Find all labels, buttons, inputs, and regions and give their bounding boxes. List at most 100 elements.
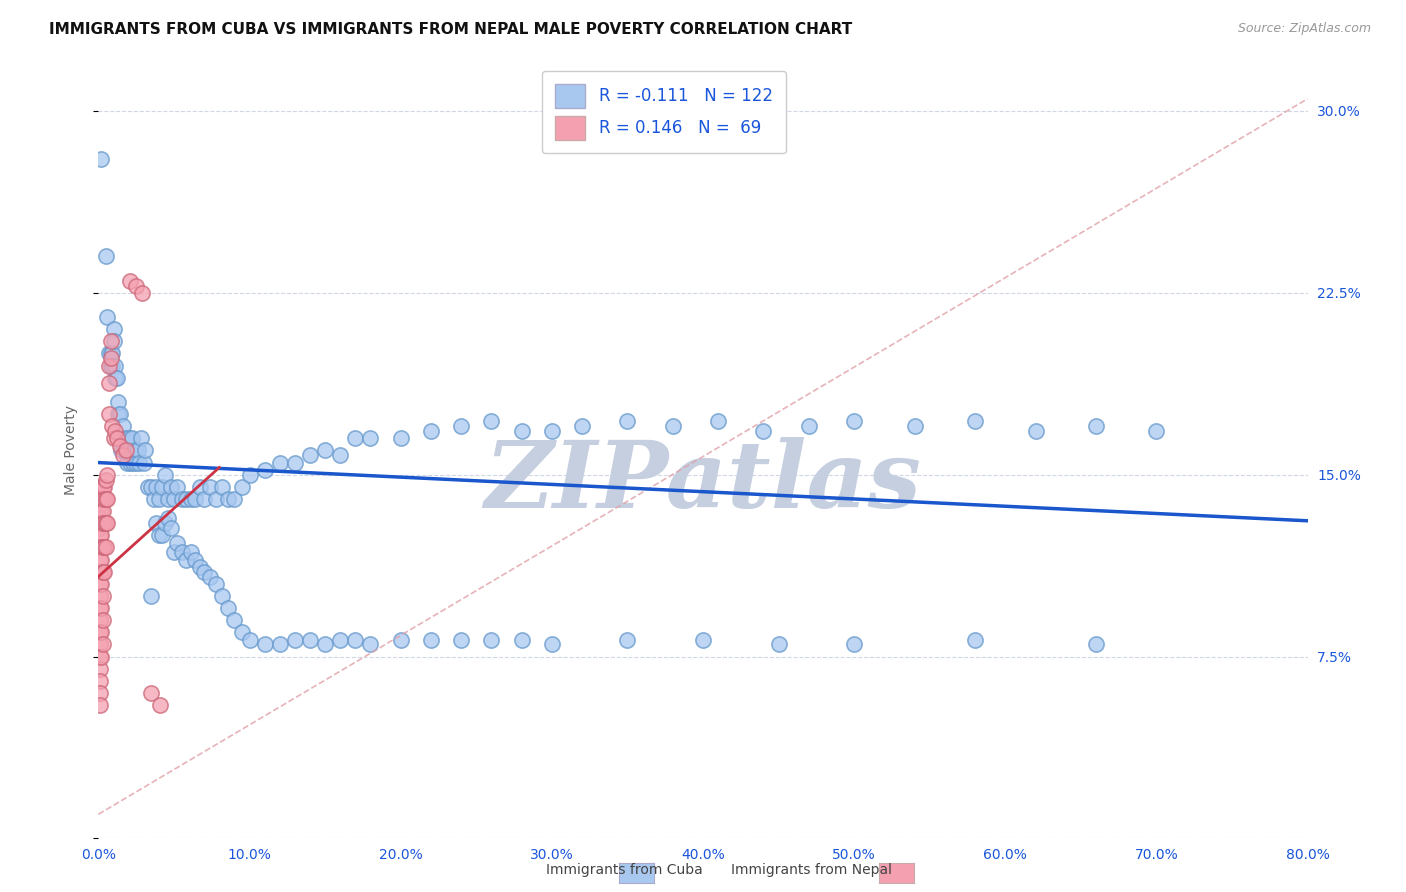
Point <box>314 443 336 458</box>
Point <box>616 632 638 647</box>
Text: Immigrants from Cuba: Immigrants from Cuba <box>547 863 703 877</box>
Point <box>96 467 118 482</box>
Point <box>94 541 117 555</box>
Point <box>299 448 322 462</box>
Point <box>100 334 122 349</box>
Point <box>96 310 118 324</box>
Point <box>253 463 276 477</box>
Point <box>89 565 111 579</box>
Point <box>389 632 412 647</box>
Point <box>314 637 336 651</box>
Text: Immigrants from Nepal: Immigrants from Nepal <box>731 863 893 877</box>
Point <box>114 443 136 458</box>
Point <box>184 491 207 506</box>
Point <box>93 480 115 494</box>
Point <box>98 359 121 373</box>
Point <box>110 431 132 445</box>
Point <box>1085 419 1108 434</box>
Point <box>89 497 111 511</box>
Point <box>111 448 134 462</box>
Point <box>844 414 866 428</box>
Point <box>752 424 775 438</box>
Point <box>160 480 183 494</box>
Point <box>360 637 382 651</box>
Point <box>100 359 122 373</box>
Point <box>122 456 145 470</box>
Point <box>143 491 166 506</box>
Point <box>90 577 112 591</box>
Point <box>269 456 291 470</box>
Point <box>118 431 141 445</box>
Point <box>90 541 112 555</box>
Point <box>211 589 233 603</box>
Point <box>184 552 207 566</box>
Point <box>90 528 112 542</box>
Point <box>94 249 117 264</box>
Point <box>148 491 170 506</box>
Point <box>114 431 136 445</box>
Point <box>692 632 714 647</box>
Point <box>103 334 125 349</box>
Point <box>89 698 111 712</box>
Point <box>145 480 167 494</box>
Point <box>188 480 211 494</box>
Point <box>284 632 307 647</box>
Point <box>105 370 128 384</box>
Point <box>571 419 593 434</box>
Point <box>103 431 125 445</box>
Y-axis label: Male Poverty: Male Poverty <box>63 406 77 495</box>
Point <box>103 322 125 336</box>
Point <box>89 613 111 627</box>
Point <box>89 521 111 535</box>
Point <box>510 632 533 647</box>
Point <box>768 637 790 651</box>
Point <box>156 491 179 506</box>
Point <box>180 491 202 506</box>
Point <box>299 632 322 647</box>
Point <box>98 376 121 390</box>
Point <box>174 491 197 506</box>
Point <box>91 480 114 494</box>
Point <box>141 686 163 700</box>
Point <box>89 649 111 664</box>
Point <box>89 673 111 688</box>
Point <box>93 541 115 555</box>
Point <box>145 516 167 531</box>
Point <box>120 274 142 288</box>
Point <box>89 662 111 676</box>
Point <box>166 535 188 549</box>
Point <box>205 577 228 591</box>
Point <box>211 480 233 494</box>
Point <box>93 565 115 579</box>
Point <box>91 637 114 651</box>
Text: ZIPatlas: ZIPatlas <box>485 436 921 526</box>
Point <box>170 491 193 506</box>
Point <box>1024 424 1046 438</box>
Point <box>89 528 111 542</box>
Point <box>90 504 112 518</box>
Point <box>540 637 562 651</box>
Point <box>481 414 503 428</box>
Point <box>89 686 111 700</box>
Point <box>107 395 129 409</box>
Point <box>101 346 124 360</box>
Point <box>540 424 562 438</box>
Point <box>91 565 114 579</box>
Point <box>96 491 118 506</box>
Point <box>200 569 222 583</box>
Point <box>91 613 114 627</box>
Point <box>94 516 117 531</box>
Point <box>89 541 111 555</box>
Point <box>269 637 291 651</box>
Point <box>89 480 111 494</box>
Point <box>101 419 124 434</box>
Point <box>170 545 193 559</box>
Point <box>344 431 367 445</box>
Point <box>141 589 163 603</box>
Point <box>104 424 127 438</box>
Point <box>153 516 176 531</box>
Point <box>1085 637 1108 651</box>
Point <box>98 346 121 360</box>
Point <box>91 541 114 555</box>
Point <box>200 480 222 494</box>
